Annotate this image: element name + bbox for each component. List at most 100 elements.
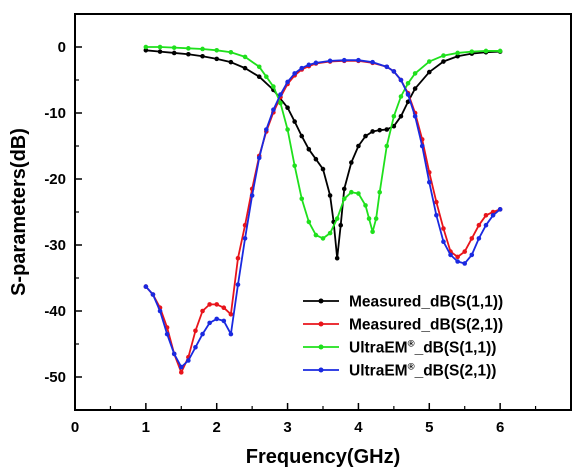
data-point	[497, 207, 503, 212]
data-point	[171, 45, 177, 50]
legend-label: Measured_dB(S(2,1))	[349, 317, 503, 334]
data-point	[221, 318, 227, 324]
y-tick-label: -50	[44, 369, 66, 386]
data-point	[384, 127, 390, 132]
data-point	[228, 331, 234, 337]
data-point	[299, 196, 305, 202]
data-point	[306, 147, 312, 152]
data-point	[441, 53, 446, 58]
data-point	[426, 69, 432, 75]
data-point	[313, 232, 319, 238]
data-point	[235, 255, 241, 261]
data-point	[299, 133, 305, 139]
data-point	[370, 59, 375, 65]
data-point	[221, 305, 227, 311]
y-tick-label: -40	[44, 303, 66, 320]
data-point	[384, 143, 390, 149]
data-point	[462, 261, 468, 266]
data-point	[356, 57, 361, 63]
data-point	[412, 71, 418, 76]
x-axis-title: Frequency(GHz)	[246, 446, 400, 468]
data-point	[356, 191, 361, 196]
data-point	[306, 219, 312, 225]
data-point	[143, 48, 149, 53]
y-tick-label: 0	[58, 39, 66, 56]
data-point	[193, 328, 198, 334]
data-point	[242, 65, 248, 71]
data-point	[214, 56, 220, 62]
data-point	[377, 127, 382, 133]
data-point	[476, 222, 482, 228]
data-point	[320, 166, 326, 172]
legend-marker	[318, 367, 324, 373]
data-point	[214, 316, 220, 322]
data-point	[419, 143, 425, 149]
data-point	[327, 193, 333, 198]
data-point	[242, 236, 248, 241]
data-point	[349, 160, 354, 165]
data-point	[200, 331, 205, 337]
y-tick-label: -10	[44, 105, 66, 122]
data-point	[434, 213, 439, 218]
data-point	[373, 216, 379, 221]
data-point	[178, 370, 184, 375]
data-point	[256, 155, 262, 161]
data-point	[412, 114, 418, 119]
legend-item: Measured_dB(S(2,1))	[303, 317, 503, 334]
data-point	[271, 84, 276, 89]
data-point	[469, 236, 475, 241]
data-point	[186, 358, 191, 363]
data-point	[157, 308, 163, 314]
data-point	[214, 302, 220, 307]
data-point	[264, 74, 269, 79]
data-point	[292, 119, 297, 124]
tick-labels: 0 1 2 3 4 5 6 0 -10 -20 -30 -40 -50	[44, 39, 504, 436]
data-point	[412, 86, 418, 91]
x-tick-label: 6	[496, 419, 504, 436]
legend-marker	[318, 344, 324, 350]
data-point	[292, 163, 297, 169]
axis-ticks	[74, 13, 537, 411]
legend-label: Measured_dB(S(1,1))	[349, 294, 503, 311]
data-point	[391, 123, 397, 129]
data-point	[271, 107, 276, 112]
data-point	[426, 180, 432, 185]
data-point	[377, 189, 382, 195]
data-point	[228, 49, 234, 55]
data-point	[490, 209, 496, 215]
x-tick-label: 1	[142, 419, 150, 436]
series-3	[143, 44, 503, 241]
data-point	[497, 48, 503, 54]
data-point	[299, 65, 305, 71]
x-tick-label: 0	[71, 419, 79, 436]
data-point	[334, 255, 340, 261]
data-point	[363, 133, 368, 139]
data-point	[207, 320, 212, 326]
data-point	[249, 193, 255, 198]
data-point	[366, 216, 372, 221]
data-point	[278, 100, 283, 106]
data-point	[341, 57, 347, 63]
data-point	[285, 127, 290, 132]
data-point	[341, 196, 347, 202]
x-tick-label: 3	[283, 419, 291, 436]
data-point	[278, 92, 283, 97]
data-point	[242, 54, 248, 60]
data-point	[455, 50, 460, 56]
data-point	[391, 114, 397, 119]
data-point	[157, 49, 163, 54]
plot-frame	[74, 13, 572, 411]
legend: Measured_dB(S(1,1)) Measured_dB(S(2,1)) Ul…	[303, 294, 503, 380]
series-4	[143, 57, 503, 370]
data-point	[338, 222, 344, 228]
data-point	[143, 284, 149, 289]
data-point	[327, 58, 333, 64]
data-point	[462, 249, 468, 254]
data-point	[469, 49, 475, 54]
y-axis-title: S-parameters(dB)	[8, 128, 30, 296]
series-line	[145, 59, 501, 374]
data-point	[384, 64, 390, 70]
data-point	[235, 282, 241, 287]
data-point	[441, 226, 446, 231]
